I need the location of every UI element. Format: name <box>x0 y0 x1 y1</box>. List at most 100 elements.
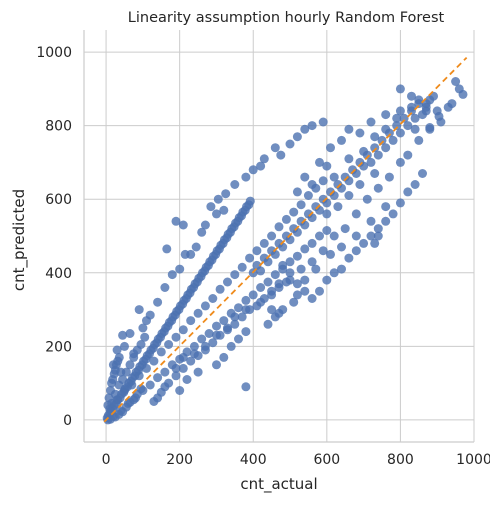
data-point <box>248 290 258 300</box>
data-point <box>259 294 269 303</box>
data-point <box>156 347 166 357</box>
data-point <box>106 386 115 395</box>
data-point <box>307 121 317 131</box>
data-point <box>281 214 291 224</box>
data-point <box>276 150 286 160</box>
data-point <box>395 106 405 116</box>
data-point <box>392 121 402 131</box>
y-tick-label: 0 <box>63 413 72 429</box>
data-point <box>241 327 251 337</box>
data-point <box>373 224 383 234</box>
data-point <box>292 132 302 142</box>
data-point <box>138 323 148 333</box>
data-point <box>300 124 310 134</box>
data-point <box>373 150 383 160</box>
data-point <box>230 270 240 280</box>
data-point <box>208 338 218 348</box>
data-point <box>370 169 380 178</box>
data-point <box>219 352 229 362</box>
data-point <box>256 283 266 292</box>
data-point <box>407 102 416 112</box>
data-point <box>193 367 203 377</box>
data-point <box>160 367 170 377</box>
data-point <box>118 330 128 340</box>
data-point <box>212 360 221 370</box>
data-point <box>136 340 146 349</box>
data-point <box>189 341 199 351</box>
data-point <box>451 77 461 86</box>
data-point <box>344 154 354 164</box>
data-point <box>359 238 369 248</box>
data-point <box>178 325 188 335</box>
data-point <box>344 191 354 200</box>
data-point <box>200 220 210 230</box>
data-point <box>171 332 181 342</box>
data-point <box>267 290 277 300</box>
data-point <box>186 356 196 366</box>
data-point <box>285 139 295 149</box>
data-point <box>285 257 295 267</box>
data-point <box>337 264 346 274</box>
data-point <box>300 172 310 182</box>
data-point <box>153 373 163 383</box>
data-point <box>381 216 391 226</box>
data-point <box>125 360 135 370</box>
data-point <box>162 244 172 254</box>
data-point <box>129 349 139 359</box>
data-point <box>326 143 335 153</box>
data-point <box>208 294 218 303</box>
data-point <box>281 277 291 287</box>
y-tick-label: 400 <box>45 266 72 282</box>
data-point <box>200 301 210 311</box>
data-point <box>142 363 151 373</box>
grid <box>84 30 475 442</box>
data-point <box>351 231 361 241</box>
data-point <box>274 308 284 318</box>
data-point <box>351 169 361 178</box>
data-point <box>206 202 216 212</box>
data-point <box>114 352 124 362</box>
data-point <box>407 91 416 101</box>
data-point <box>307 238 317 248</box>
data-point <box>307 213 317 223</box>
data-point <box>307 257 317 267</box>
data-point <box>322 275 332 285</box>
data-point <box>248 165 258 175</box>
data-point <box>421 106 431 116</box>
data-point <box>125 329 135 338</box>
data-point <box>270 270 280 280</box>
data-point <box>237 262 247 272</box>
data-point <box>296 200 306 210</box>
data-point <box>381 143 391 153</box>
data-point <box>399 113 409 123</box>
data-points <box>102 77 468 425</box>
data-point <box>315 231 324 241</box>
data-point <box>307 180 317 189</box>
data-point <box>259 154 269 164</box>
data-point <box>337 242 346 252</box>
data-point <box>226 341 236 351</box>
data-point <box>186 316 196 326</box>
data-point <box>167 270 177 280</box>
data-point <box>395 198 405 208</box>
data-point <box>344 124 354 134</box>
data-point <box>296 264 306 274</box>
data-point <box>362 194 372 204</box>
data-point <box>215 330 225 340</box>
data-point <box>221 189 231 199</box>
data-point <box>252 246 262 256</box>
data-point <box>318 246 328 256</box>
data-point <box>333 202 343 212</box>
data-point <box>149 356 159 366</box>
data-point <box>370 132 380 142</box>
data-point <box>263 319 273 329</box>
data-point <box>329 172 339 182</box>
data-point <box>213 194 223 204</box>
data-point <box>355 180 365 189</box>
data-point <box>410 180 420 189</box>
data-point <box>395 128 405 138</box>
data-point <box>292 227 302 237</box>
data-point <box>322 209 332 219</box>
data-point <box>315 286 324 296</box>
